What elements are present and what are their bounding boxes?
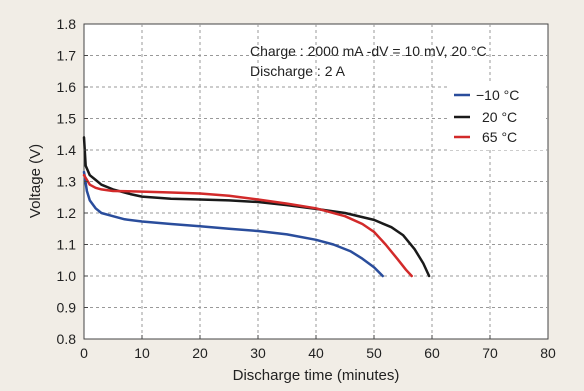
legend: −10 °C 20 °C 65 °C	[448, 84, 544, 150]
annotation-charge: Charge : 2000 mA -dV = 10 mV, 20 °C	[250, 43, 487, 59]
x-axis-label: Discharge time (minutes)	[233, 367, 400, 384]
y-tick-label: 1.0	[57, 268, 77, 284]
y-tick-label: 0.9	[57, 300, 77, 316]
series-lines	[82, 136, 431, 278]
y-tick-label: 1.6	[57, 79, 77, 95]
x-tick-label: 30	[250, 345, 266, 361]
series-line-20c	[82, 136, 431, 278]
x-tick-label: 40	[308, 345, 324, 361]
legend-label-20c: 20 °C	[482, 109, 517, 125]
annotation-discharge: Discharge : 2 A	[250, 63, 346, 79]
x-tick-label: 0	[80, 345, 88, 361]
x-tick-label: 70	[482, 345, 498, 361]
x-tick-label: 10	[134, 345, 150, 361]
x-tick-label: 80	[540, 345, 556, 361]
y-tick-label: 1.4	[57, 142, 77, 158]
y-tick-label: 1.2	[57, 205, 77, 221]
y-tick-label: 1.8	[57, 16, 77, 32]
legend-label-minus10c: −10 °C	[476, 87, 519, 103]
axis-ticks: 0 10 20 30 40 50 60 70 80 0.8 0.9 1.0 1.1 1.2 1.3 1.4 1.…	[57, 16, 556, 361]
y-tick-label: 1.5	[57, 111, 77, 127]
x-tick-label: 60	[424, 345, 440, 361]
series-line-65c	[82, 173, 413, 278]
series-line-minus10c	[82, 170, 384, 278]
y-tick-label: 1.3	[57, 174, 77, 190]
legend-label-65c: 65 °C	[482, 129, 517, 145]
y-tick-label: 0.8	[57, 331, 77, 347]
y-axis-label: Voltage (V)	[27, 144, 44, 218]
x-tick-label: 20	[192, 345, 208, 361]
y-tick-label: 1.7	[57, 48, 77, 64]
x-tick-label: 50	[366, 345, 382, 361]
y-tick-label: 1.1	[57, 237, 77, 253]
